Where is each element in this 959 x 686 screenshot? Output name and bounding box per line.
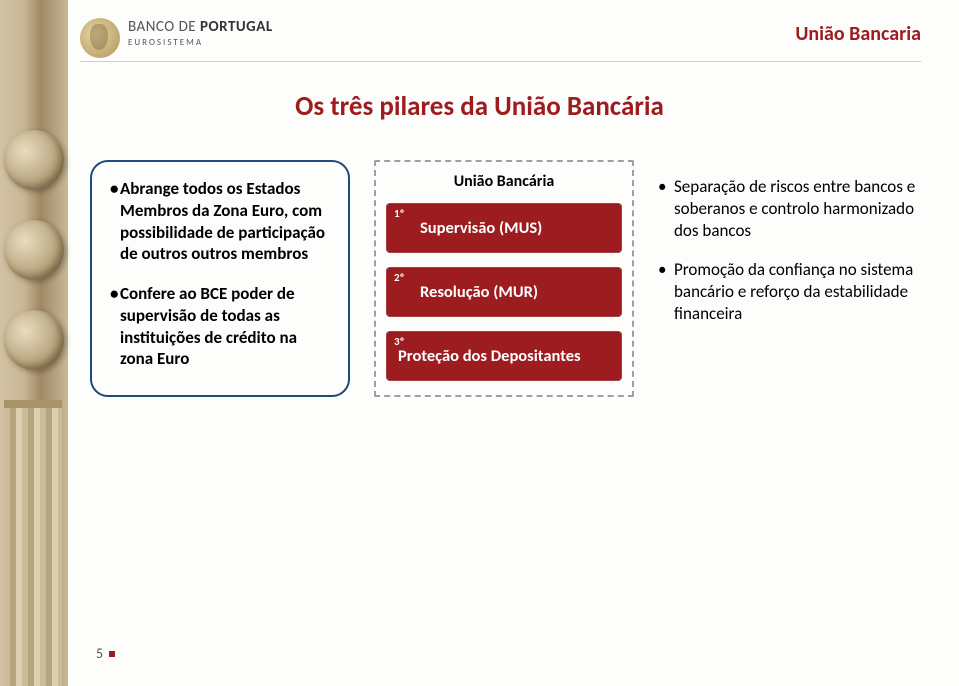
pillar-number: 3º [394,335,404,348]
bank-name-part3: PORTUGAL [200,18,273,36]
right-list-item: Separação de riscos entre bancos e sober… [658,176,921,241]
ornament-icon [4,130,64,190]
pillar-number: 1º [394,207,404,220]
slide-footer: 5 [96,645,115,662]
bank-logo-icon [80,18,120,58]
ornament-icon [4,220,64,280]
left-box-item: Confere ao BCE poder de supervisão de to… [110,283,330,370]
pillar-card-1: 1º Supervisão (MUS) [386,203,622,253]
pillar-number: 2º [394,271,404,284]
slide-title: Os três pilares da União Bancária [0,90,959,123]
right-bullet-list: Separação de riscos entre bancos e sober… [658,160,921,397]
center-dashed-box: União Bancária 1º Supervisão (MUS) 2º Re… [374,160,634,397]
bank-name-line1: BANCO DE PORTUGAL [128,20,273,36]
bank-name-part2: DE [179,18,200,36]
bank-logo-block: BANCO DE PORTUGAL EUROSISTEMA [80,18,273,58]
left-rounded-box: Abrange todos os Estados Membros da Zona… [90,160,350,397]
pillar-card-2: 2º Resolução (MUR) [386,267,622,317]
bank-name-part1: BANCO [128,18,179,36]
section-title: União Bancaria [795,18,921,46]
content-area: Abrange todos os Estados Membros da Zona… [90,160,921,397]
ornament-pillar [4,400,62,686]
pillar-card-3: 3º Proteção dos Depositantes [386,331,622,381]
bank-name: BANCO DE PORTUGAL EUROSISTEMA [128,18,273,47]
footer-dot-icon [109,651,115,657]
pillar-label: Proteção dos Depositantes [398,346,581,366]
left-box-item: Abrange todos os Estados Membros da Zona… [110,178,330,265]
page-number: 5 [96,645,103,662]
right-list-item: Promoção da confiança no sistema bancári… [658,259,921,324]
pillar-label: Resolução (MUR) [420,282,538,302]
pillar-label: Supervisão (MUS) [420,218,542,238]
ornament-icon [4,310,64,370]
bank-subline: EUROSISTEMA [128,38,273,47]
center-box-title: União Bancária [386,172,622,191]
slide-header: BANCO DE PORTUGAL EUROSISTEMA União Banc… [80,18,921,62]
